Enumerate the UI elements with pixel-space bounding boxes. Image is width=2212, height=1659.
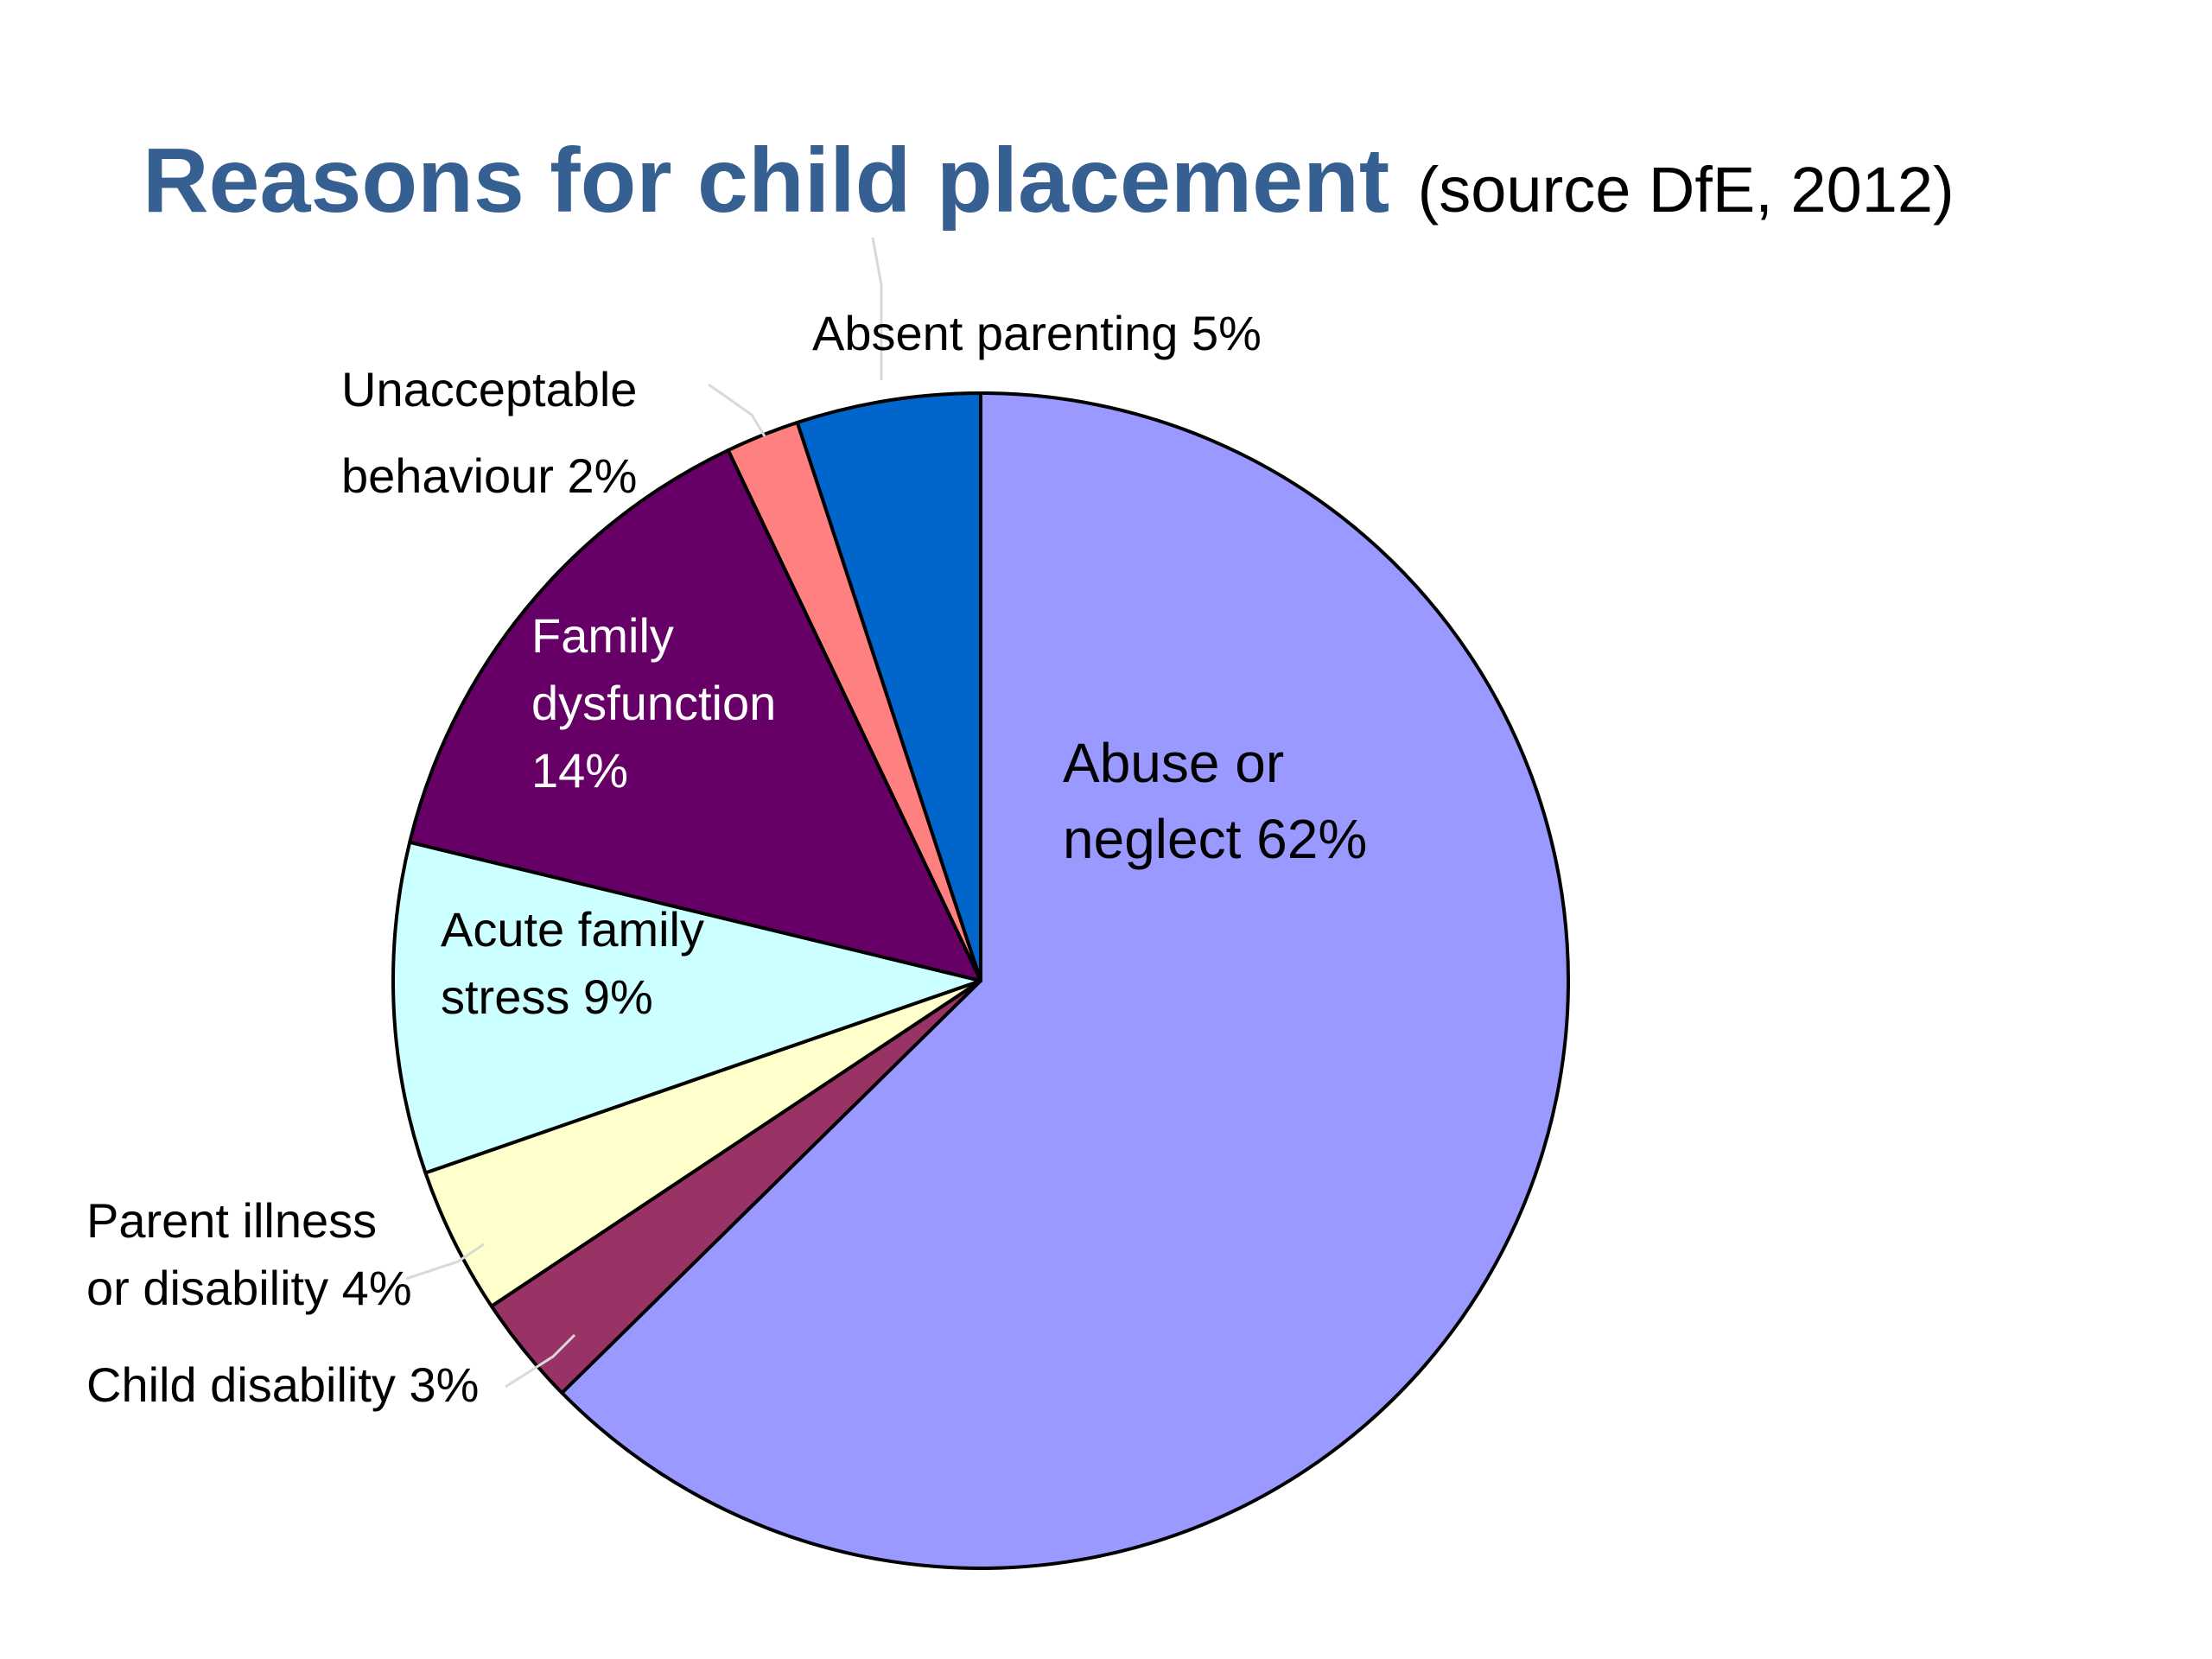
leader-line-unacceptable-behaviour (708, 383, 766, 437)
slice-label-acute-family-stress: Acute family stress 9% (441, 902, 704, 1024)
slice-label-line: Unacceptable (341, 362, 637, 416)
slice-label-line: Parent illness (86, 1193, 377, 1248)
slice-label-child-disability: Child disability 3% (86, 1357, 479, 1412)
slice-label-absent-parenting: Absent parenting 5% (812, 306, 1262, 360)
slice-label-line: Child disability 3% (86, 1357, 479, 1412)
chart-title-main: Reasons for child placement (143, 130, 1389, 232)
slice-label-line: Family (531, 608, 674, 663)
slice-label-line: behaviour 2% (341, 448, 637, 503)
slice-label-line: Abuse or (1063, 732, 1284, 794)
pie-slice-acute-family-stress (391, 840, 982, 1175)
slice-labels: Abuse or neglect 62% Child disability 3% Pa… (86, 306, 1367, 1412)
leader-line-child-disability (505, 1333, 576, 1389)
leader-line-absent-parenting (871, 237, 883, 380)
pie-slices (391, 391, 1570, 1570)
slice-label-line: Acute family (441, 902, 704, 957)
leader-line-parent-illness-or-disability (405, 1243, 485, 1281)
chart-title: Reasons for child placement (source DfE,… (143, 130, 1955, 232)
slice-label-family-dysfunction: Family dysfunction 14% (531, 608, 776, 798)
pie-slice-abuse-or-neglect (560, 391, 1570, 1570)
slice-label-abuse-or-neglect: Abuse or neglect 62% (1063, 732, 1367, 870)
slice-label-line: neglect 62% (1063, 808, 1367, 870)
slice-label-line: Absent parenting 5% (812, 306, 1262, 360)
label-leader-lines (405, 237, 883, 1389)
pie-slice-family-dysfunction (408, 448, 982, 982)
slice-label-line: or disability 4% (86, 1261, 412, 1315)
slice-label-line: dysfunction (531, 676, 776, 730)
pie-slice-absent-parenting (795, 391, 982, 982)
slice-label-unacceptable-behaviour: Unacceptable behaviour 2% (341, 362, 637, 503)
slice-label-line: 14% (531, 743, 628, 798)
slice-label-parent-illness-or-disability: Parent illness or disability 4% (86, 1193, 412, 1315)
chart-title-source: (source DfE, 2012) (1418, 154, 1955, 226)
slice-label-line: stress 9% (441, 969, 653, 1024)
